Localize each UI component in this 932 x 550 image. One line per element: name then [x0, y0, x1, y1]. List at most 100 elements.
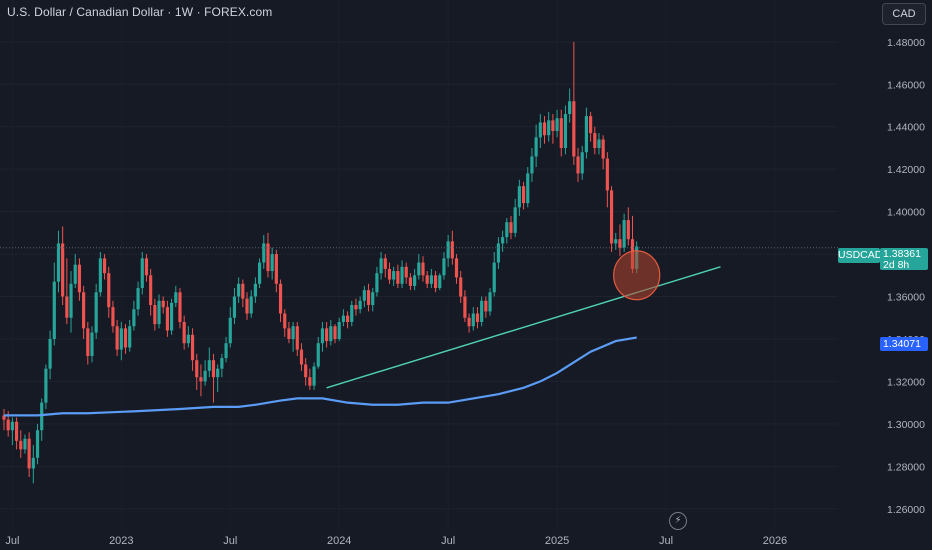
- candle-up: [329, 326, 333, 342]
- candle-up: [253, 283, 257, 297]
- candle-down: [111, 307, 115, 327]
- lightning-icon[interactable]: ⚡: [669, 512, 687, 530]
- candle-up: [417, 262, 421, 276]
- candle-down: [433, 275, 438, 289]
- candle-down: [366, 290, 371, 306]
- candle-up: [216, 368, 220, 378]
- candle-up: [31, 457, 35, 469]
- candle-up: [40, 402, 44, 431]
- y-tick-label: 1.26000: [887, 504, 925, 516]
- candle-up: [429, 275, 433, 284]
- candle-down: [266, 243, 270, 272]
- candle-up: [446, 241, 450, 259]
- candle-up: [140, 258, 144, 289]
- time-axis: Jul 2023 Jul 2024 Jul 2025 Jul 2026: [5, 535, 787, 547]
- y-tick-label: 1.44000: [887, 122, 925, 134]
- candle-up: [534, 137, 538, 157]
- candle-up: [312, 366, 316, 386]
- x-tick-label: Jul: [223, 535, 237, 547]
- candle-down: [450, 241, 454, 259]
- currency-button[interactable]: CAD: [882, 3, 926, 25]
- candle-down: [576, 156, 580, 174]
- candle-down: [241, 283, 245, 299]
- candle-up: [379, 258, 383, 274]
- candle-up: [207, 360, 211, 371]
- candle-down: [304, 364, 308, 378]
- candle-down: [609, 190, 614, 244]
- y-tick-label: 1.48000: [887, 37, 925, 49]
- y-tick-label: 1.42000: [887, 164, 925, 176]
- candle-up: [228, 317, 232, 344]
- x-tick-label: Jul: [441, 535, 455, 547]
- candle-down: [77, 264, 82, 293]
- candle-down: [107, 273, 111, 308]
- candle-down: [86, 328, 90, 356]
- candle-down: [484, 300, 488, 312]
- candle-down: [165, 307, 170, 331]
- candle-up: [157, 300, 161, 325]
- candle-up: [471, 313, 475, 327]
- candle-up: [232, 296, 237, 318]
- price-axis: 1.480001.460001.440001.420001.400001.380…: [887, 37, 925, 516]
- candlestick-series: [2, 41, 639, 484]
- candle-up: [224, 343, 228, 359]
- candle-down: [618, 239, 622, 248]
- candle-up: [270, 254, 274, 272]
- candle-down: [383, 258, 387, 269]
- candle-up: [136, 288, 140, 310]
- candle-down: [509, 222, 513, 233]
- candle-down: [178, 292, 182, 322]
- candle-up: [501, 237, 505, 244]
- x-tick-label: 2025: [545, 535, 569, 547]
- candle-down: [589, 116, 593, 134]
- candle-down: [274, 254, 278, 284]
- x-tick-label: 2023: [109, 535, 133, 547]
- candle-down: [626, 220, 630, 240]
- candle-down: [182, 322, 186, 344]
- candle-up: [291, 326, 295, 339]
- candle-down: [463, 296, 467, 318]
- candle-down: [211, 360, 216, 378]
- candle-up: [350, 305, 354, 322]
- candle-up: [480, 300, 484, 322]
- candle-down: [190, 334, 195, 361]
- candle-up: [530, 156, 534, 174]
- candle-down: [354, 305, 358, 310]
- candle-down: [593, 133, 597, 148]
- candle-down: [82, 292, 86, 329]
- candle-down: [396, 271, 400, 284]
- candle-up: [170, 302, 174, 331]
- candle-down: [14, 421, 19, 441]
- candle-up: [517, 186, 521, 208]
- candle-down: [345, 315, 350, 322]
- candle-down: [278, 283, 283, 314]
- candle-down: [153, 305, 157, 325]
- candle-up: [614, 239, 618, 244]
- candle-up: [119, 328, 123, 350]
- candle-up: [316, 343, 320, 367]
- candle-down: [19, 440, 23, 450]
- candle-down: [102, 258, 107, 274]
- y-tick-label: 1.32000: [887, 376, 925, 388]
- candle-up: [358, 300, 362, 310]
- candle-up: [132, 309, 136, 327]
- candle-up: [73, 264, 77, 284]
- candle-up: [563, 114, 568, 148]
- y-tick-label: 1.40000: [887, 207, 925, 219]
- candle-down: [283, 313, 287, 329]
- candle-up: [98, 258, 102, 293]
- candle-down: [467, 317, 471, 327]
- candle-down: [542, 122, 547, 136]
- candle-down: [551, 120, 555, 131]
- candle-up: [90, 332, 94, 356]
- candle-up: [538, 122, 542, 138]
- candle-up: [505, 222, 509, 238]
- candle-up: [622, 220, 626, 248]
- y-tick-label: 1.46000: [887, 79, 925, 91]
- candle-down: [287, 328, 291, 339]
- candle-up: [35, 430, 40, 458]
- moving-average-line: [4, 336, 637, 417]
- last-price: 1.38361: [883, 248, 921, 260]
- candle-down: [2, 415, 6, 420]
